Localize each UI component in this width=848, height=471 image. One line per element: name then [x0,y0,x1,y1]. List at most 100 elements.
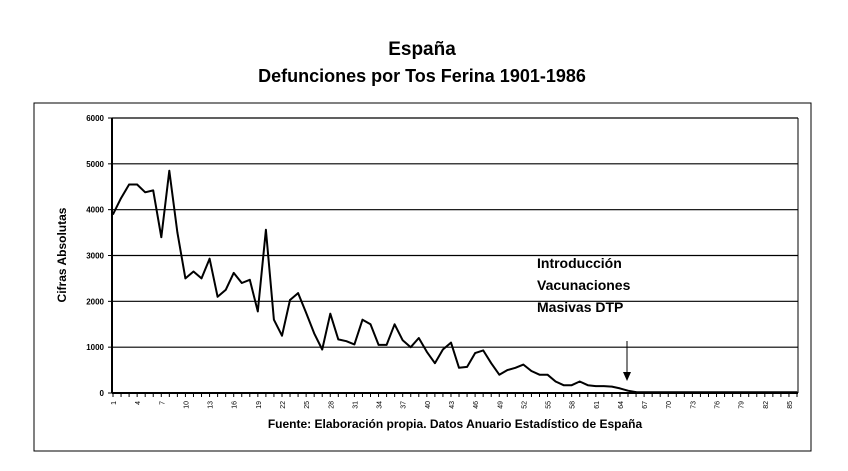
data-point [619,387,621,390]
x-tick-label: 31 [352,401,359,409]
y-tick-label: 3000 [86,252,104,261]
data-point [780,391,782,394]
data-point [788,391,790,394]
data-point [683,391,686,394]
data-point [474,352,476,354]
data-point [627,389,629,392]
data-point [200,277,203,280]
x-tick-label: 52 [521,401,528,409]
data-point [184,277,187,280]
x-tick-label: 19 [256,401,263,409]
data-point [458,366,460,369]
data-point [490,362,493,365]
data-point [707,391,710,394]
x-tick-label: 85 [787,401,794,409]
data-point [554,380,557,383]
data-point [112,213,114,216]
data-point [506,369,509,371]
data-point [144,191,146,194]
data-point [426,350,428,353]
data-point [224,289,227,291]
data-point [755,391,758,394]
x-tick-label: 64 [618,401,625,409]
series-line [112,169,797,394]
data-point [538,373,541,376]
data-point [562,384,565,387]
data-point [739,391,742,394]
chart-title: España [388,39,456,60]
data-point [417,337,420,339]
data-point [401,339,404,342]
data-point [731,391,734,394]
data-point [586,384,589,387]
data-point [289,299,291,301]
x-tick-label: 76 [715,401,722,409]
x-tick-label: 40 [425,401,432,409]
x-tick-label: 79 [739,401,746,409]
data-point [514,366,517,369]
data-point [240,282,243,284]
y-tick-label: 5000 [86,160,104,169]
x-tick-label: 37 [401,401,408,409]
x-tick-label: 49 [497,401,504,409]
x-tick-label: 43 [449,401,456,409]
data-point [450,341,452,344]
x-tick-label: 61 [594,401,601,409]
data-point [409,346,412,348]
x-tick-label: 10 [183,401,190,409]
arrow-head-icon [623,372,632,381]
x-tick-label: 4 [135,401,142,405]
data-point [675,391,678,394]
data-point [570,384,573,387]
x-tick-label: 25 [304,401,311,409]
x-tick-label: 16 [232,401,239,409]
data-point [232,272,235,274]
x-tick-label: 46 [473,401,480,409]
data-point [635,391,637,393]
x-axis-label: Fuente: Elaboración propia. Datos Anuari… [268,417,643,431]
data-point [377,344,380,346]
data-point [530,370,533,372]
data-point [361,318,364,321]
y-tick-label: 2000 [86,297,104,306]
annotation-line-3: Masivas DTP [537,299,623,315]
chart-border [33,102,812,452]
data-point [651,391,653,394]
data-point [747,391,750,394]
x-tick-label: 22 [280,401,287,409]
data-point [578,380,581,383]
x-tick-label: 82 [763,401,770,409]
x-tick-label: 1 [111,401,118,405]
data-point [353,343,356,346]
data-point [691,391,694,394]
data-point [643,391,645,394]
x-tick-label: 73 [690,401,697,409]
x-tick-label: 67 [642,401,649,409]
data-point [257,310,259,313]
data-point [345,340,348,343]
data-point [136,183,138,186]
x-tick-label: 34 [377,401,384,409]
data-point [434,362,436,365]
annotation-line-1: Introducción [537,255,622,271]
data-point [595,385,597,387]
data-point [249,278,251,281]
y-tick-label: 6000 [86,114,104,123]
data-point [305,311,307,314]
data-point [369,323,372,326]
x-tick-label: 7 [159,401,166,405]
data-point [466,366,468,368]
data-point [522,363,525,366]
annotation-line-2: Vacunaciones [537,277,631,293]
data-point [715,391,718,394]
y-tick-label: 0 [100,389,105,398]
data-point [546,373,549,376]
data-point [723,391,726,394]
data-point [764,391,766,394]
data-point [321,348,324,351]
x-tick-label: 55 [546,401,553,409]
data-point [208,257,211,260]
data-point [667,391,670,394]
x-tick-label: 13 [208,401,215,409]
